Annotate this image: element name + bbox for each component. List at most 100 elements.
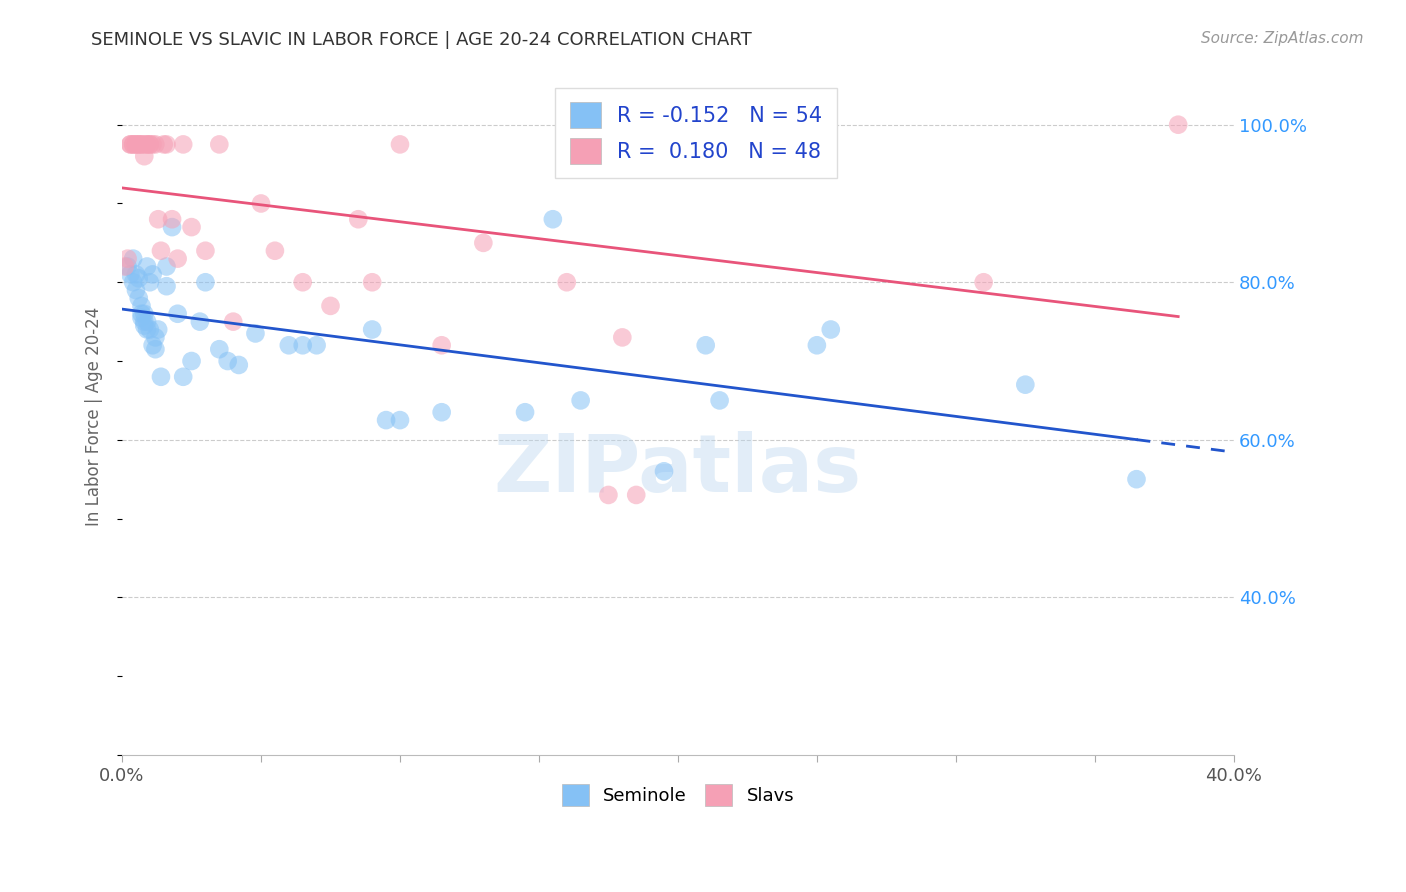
- Point: [131, 310, 153, 325]
- Point: [1014, 377, 1036, 392]
- Point: [291, 338, 314, 352]
- Point: [194, 275, 217, 289]
- Point: [149, 369, 172, 384]
- Point: [125, 268, 148, 282]
- Point: [820, 322, 842, 336]
- Text: SEMINOLE VS SLAVIC IN LABOR FORCE | AGE 20-24 CORRELATION CHART: SEMINOLE VS SLAVIC IN LABOR FORCE | AGE …: [91, 31, 752, 49]
- Point: [139, 322, 162, 336]
- Point: [145, 137, 167, 152]
- Point: [125, 137, 148, 152]
- Point: [148, 212, 170, 227]
- Point: [1125, 472, 1147, 486]
- Point: [152, 137, 174, 152]
- Point: [120, 137, 142, 152]
- Point: [160, 212, 183, 227]
- Point: [155, 260, 177, 274]
- Point: [134, 307, 156, 321]
- Point: [142, 137, 165, 152]
- Point: [612, 330, 634, 344]
- Point: [122, 275, 145, 289]
- Point: [136, 315, 159, 329]
- Point: [134, 149, 156, 163]
- Point: [973, 275, 995, 289]
- Point: [388, 413, 411, 427]
- Point: [430, 338, 453, 352]
- Point: [131, 299, 153, 313]
- Point: [188, 315, 211, 329]
- Legend: Seminole, Slavs: Seminole, Slavs: [554, 777, 801, 814]
- Point: [117, 252, 139, 266]
- Point: [139, 275, 162, 289]
- Point: [117, 260, 139, 274]
- Point: [125, 283, 148, 297]
- Point: [319, 299, 342, 313]
- Point: [513, 405, 536, 419]
- Point: [122, 252, 145, 266]
- Point: [166, 307, 188, 321]
- Point: [217, 354, 239, 368]
- Point: [131, 137, 153, 152]
- Point: [122, 137, 145, 152]
- Point: [208, 137, 231, 152]
- Point: [652, 464, 675, 478]
- Point: [569, 393, 592, 408]
- Point: [194, 244, 217, 258]
- Point: [598, 488, 620, 502]
- Point: [128, 137, 150, 152]
- Text: ZIPatlas: ZIPatlas: [494, 432, 862, 509]
- Point: [792, 137, 814, 152]
- Point: [806, 338, 828, 352]
- Point: [709, 393, 731, 408]
- Point: [695, 338, 717, 352]
- Point: [245, 326, 267, 341]
- Point: [160, 220, 183, 235]
- Point: [120, 268, 142, 282]
- Point: [122, 137, 145, 152]
- Point: [305, 338, 328, 352]
- Point: [361, 322, 384, 336]
- Point: [114, 260, 136, 274]
- Point: [180, 354, 202, 368]
- Point: [139, 137, 162, 152]
- Point: [136, 322, 159, 336]
- Point: [172, 137, 194, 152]
- Point: [142, 338, 165, 352]
- Point: [375, 413, 398, 427]
- Point: [136, 137, 159, 152]
- Point: [128, 291, 150, 305]
- Point: [1167, 118, 1189, 132]
- Point: [134, 315, 156, 329]
- Point: [388, 137, 411, 152]
- Point: [128, 271, 150, 285]
- Y-axis label: In Labor Force | Age 20-24: In Labor Force | Age 20-24: [86, 307, 103, 525]
- Point: [134, 137, 156, 152]
- Point: [166, 252, 188, 266]
- Point: [264, 244, 287, 258]
- Point: [555, 275, 578, 289]
- Point: [136, 260, 159, 274]
- Point: [155, 137, 177, 152]
- Point: [222, 315, 245, 329]
- Point: [250, 196, 273, 211]
- Point: [792, 137, 814, 152]
- Point: [128, 137, 150, 152]
- Point: [430, 405, 453, 419]
- Point: [125, 137, 148, 152]
- Point: [228, 358, 250, 372]
- Text: Source: ZipAtlas.com: Source: ZipAtlas.com: [1201, 31, 1364, 46]
- Point: [361, 275, 384, 289]
- Point: [172, 369, 194, 384]
- Point: [347, 212, 370, 227]
- Point: [120, 137, 142, 152]
- Point: [208, 342, 231, 356]
- Point: [472, 235, 495, 250]
- Point: [131, 137, 153, 152]
- Point: [145, 330, 167, 344]
- Point: [180, 220, 202, 235]
- Point: [541, 212, 564, 227]
- Point: [136, 137, 159, 152]
- Point: [134, 318, 156, 333]
- Point: [155, 279, 177, 293]
- Point: [277, 338, 299, 352]
- Point: [145, 342, 167, 356]
